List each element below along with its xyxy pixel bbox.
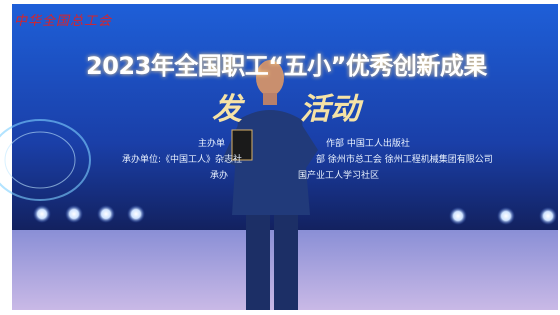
credit-text: 部 徐州市总工会 徐州工程机械集团有限公司 xyxy=(316,152,493,165)
credit-text: 承办单位:《中国工人》杂志社 xyxy=(122,152,242,165)
photo: 中华全国总工会 2023年全国职工“五小”优秀创新成果 发 活动 主办单 作部 … xyxy=(0,0,560,315)
event-subtitle: 发 xyxy=(212,84,242,128)
event-title: 2023年全国职工“五小”优秀创新成果 xyxy=(86,46,487,81)
credit-text: 承办 xyxy=(210,168,228,181)
logo-text: 中华全国总工会 xyxy=(14,10,112,29)
credit-text: 主办单 xyxy=(198,136,225,149)
event-subtitle: 活动 xyxy=(300,84,360,128)
credit-text: 国产业工人学习社区 xyxy=(298,168,379,181)
credit-text: 作部 中国工人出版社 xyxy=(326,136,410,149)
